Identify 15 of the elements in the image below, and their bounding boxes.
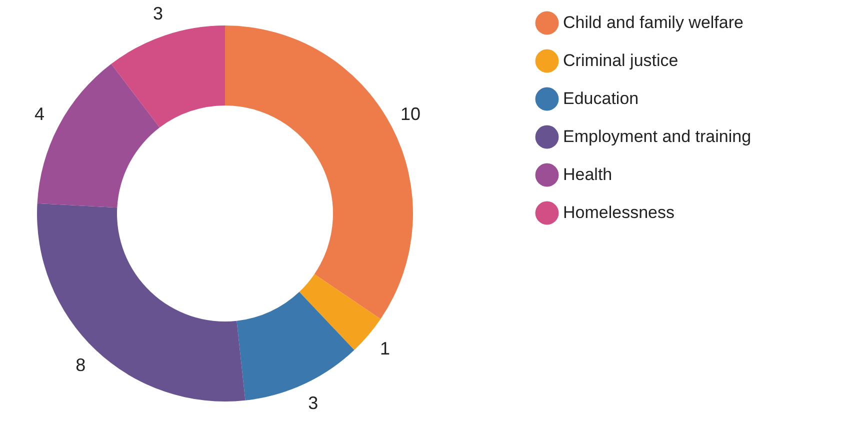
data-label: 1 [380,338,390,358]
legend-label: Homelessness [563,203,674,222]
data-label: 3 [152,3,163,24]
data-label: 10 [400,104,421,124]
legend-label: Employment and training [563,127,752,146]
donut-slice [299,274,381,350]
legend-label: Criminal justice [563,51,678,70]
legend-label: Health [563,165,612,184]
data-label: 4 [34,104,44,124]
legend-label: Education [563,89,639,108]
data-label: 3 [308,393,318,414]
donut-slice [111,26,225,128]
data-label: 8 [76,354,86,375]
donut-slice [37,203,246,402]
legend-label: Child and family welfare [563,13,744,32]
